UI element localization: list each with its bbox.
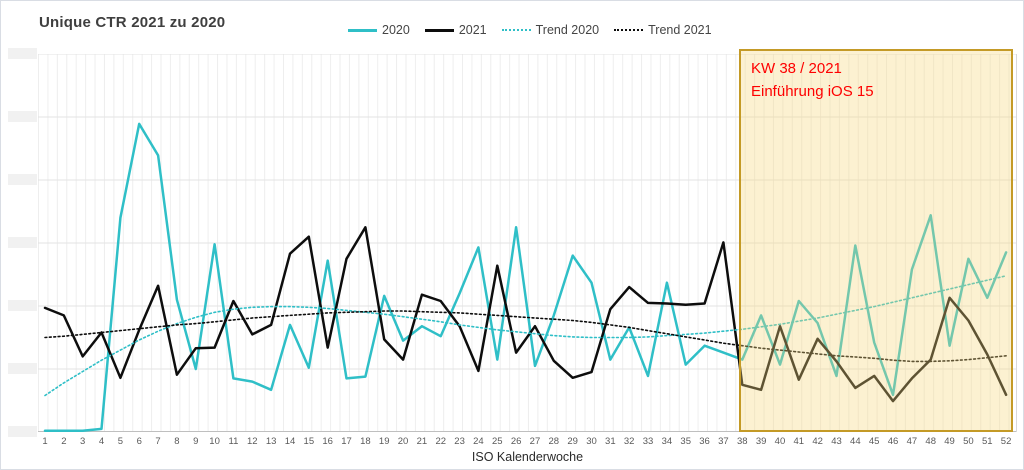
legend-item-2020: 2020 [348,23,410,37]
x-tick-label-16: 16 [322,436,333,447]
x-tick-label-46: 46 [887,436,899,447]
x-tick-label-34: 34 [661,436,673,447]
x-tick-label-8: 8 [174,436,180,447]
x-tick-label-4: 4 [98,436,105,447]
legend-dotted-2021-icon [614,29,644,31]
x-tick-label-20: 20 [397,436,409,447]
x-tick-label-50: 50 [963,436,974,447]
x-tick-label-31: 31 [605,436,616,447]
x-tick-label-49: 49 [944,436,955,447]
x-tick-label-52: 52 [1000,436,1012,447]
plot-area [38,53,1017,432]
x-tick-label-36: 36 [699,436,710,447]
x-tick-label-41: 41 [793,436,805,447]
legend-item-trend-2020: Trend 2020 [501,23,600,37]
x-tick-label-13: 13 [265,436,277,447]
series-line-2021 [43,226,1008,403]
x-tick-label-32: 32 [623,436,635,447]
y-tick-label-redacted [8,300,37,311]
x-tick-label-42: 42 [812,436,823,447]
x-tick-label-24: 24 [473,436,484,447]
x-tick-label-5: 5 [117,436,124,447]
y-tick-label-redacted [8,48,37,59]
x-tick-label-38: 38 [736,436,748,447]
x-tick-label-17: 17 [341,436,352,447]
x-tick-label-25: 25 [491,436,503,447]
x-tick-label-10: 10 [209,436,220,447]
x-tick-label-11: 11 [228,436,239,447]
legend-line-2020-icon [348,28,377,32]
x-tick-label-1: 1 [42,436,48,447]
x-tick-label-19: 19 [378,436,390,447]
y-tick-label-redacted [8,111,37,122]
x-tick-label-26: 26 [510,436,522,447]
x-tick-label-44: 44 [850,436,861,447]
legend-label-trend-2020: Trend 2020 [535,23,600,37]
x-tick-label-37: 37 [718,436,729,447]
series-line-2020 [43,122,1008,432]
x-tick-label-7: 7 [155,436,161,447]
x-tick-label-51: 51 [981,436,993,447]
x-axis-tick-labels: 1 2 3 4 5 6 7 8 9 10 11 12 13 14 15 16 17 18 19 20 21 22 23 24 2… [1,436,1023,450]
x-tick-label-48: 48 [925,436,936,447]
x-tick-label-23: 23 [454,436,465,447]
legend-dotted-2020-icon [501,29,531,31]
x-tick-label-18: 18 [360,436,371,447]
legend-label-2020: 2020 [382,23,410,37]
legend-item-trend-2021: Trend 2021 [614,23,712,37]
x-tick-label-14: 14 [284,436,296,447]
y-tick-label-redacted [8,174,37,185]
x-tick-label-40: 40 [774,436,786,447]
legend-label-2021: 2021 [458,23,487,37]
series-line-trend-2021 [44,310,1007,363]
x-tick-label-27: 27 [529,436,541,447]
x-tick-label-15: 15 [303,436,315,447]
x-tick-label-39: 39 [755,436,767,447]
legend-item-2021: 2021 [424,23,487,37]
x-tick-label-29: 29 [567,436,578,447]
x-tick-label-3: 3 [80,436,86,447]
y-tick-label-redacted [8,237,37,248]
x-tick-label-12: 12 [246,436,258,447]
x-tick-label-21: 21 [416,436,428,447]
legend-line-2021-icon [424,28,454,32]
x-tick-label-9: 9 [193,436,199,447]
y-tick-label-redacted [8,363,37,374]
x-tick-label-47: 47 [906,436,918,447]
x-tick-label-6: 6 [136,436,142,447]
x-tick-label-30: 30 [586,436,597,447]
chart-legend: 2020 2021 Trend 2020 Trend 2021 [348,23,712,37]
series-line-trend-2020 [44,275,1007,397]
chart-title: Unique CTR 2021 zu 2020 [39,14,226,31]
x-tick-label-45: 45 [868,436,880,447]
x-tick-label-43: 43 [831,436,842,447]
x-tick-label-35: 35 [680,436,691,447]
x-tick-label-22: 22 [435,436,447,447]
y-tick-label-redacted [8,426,37,437]
x-tick-label-33: 33 [642,436,654,447]
x-axis-title: ISO Kalenderwoche [471,450,584,464]
x-tick-label-28: 28 [548,436,560,447]
chart-canvas [38,53,1017,432]
legend-label-trend-2021: Trend 2021 [648,23,712,37]
x-tick-label-2: 2 [61,436,67,447]
